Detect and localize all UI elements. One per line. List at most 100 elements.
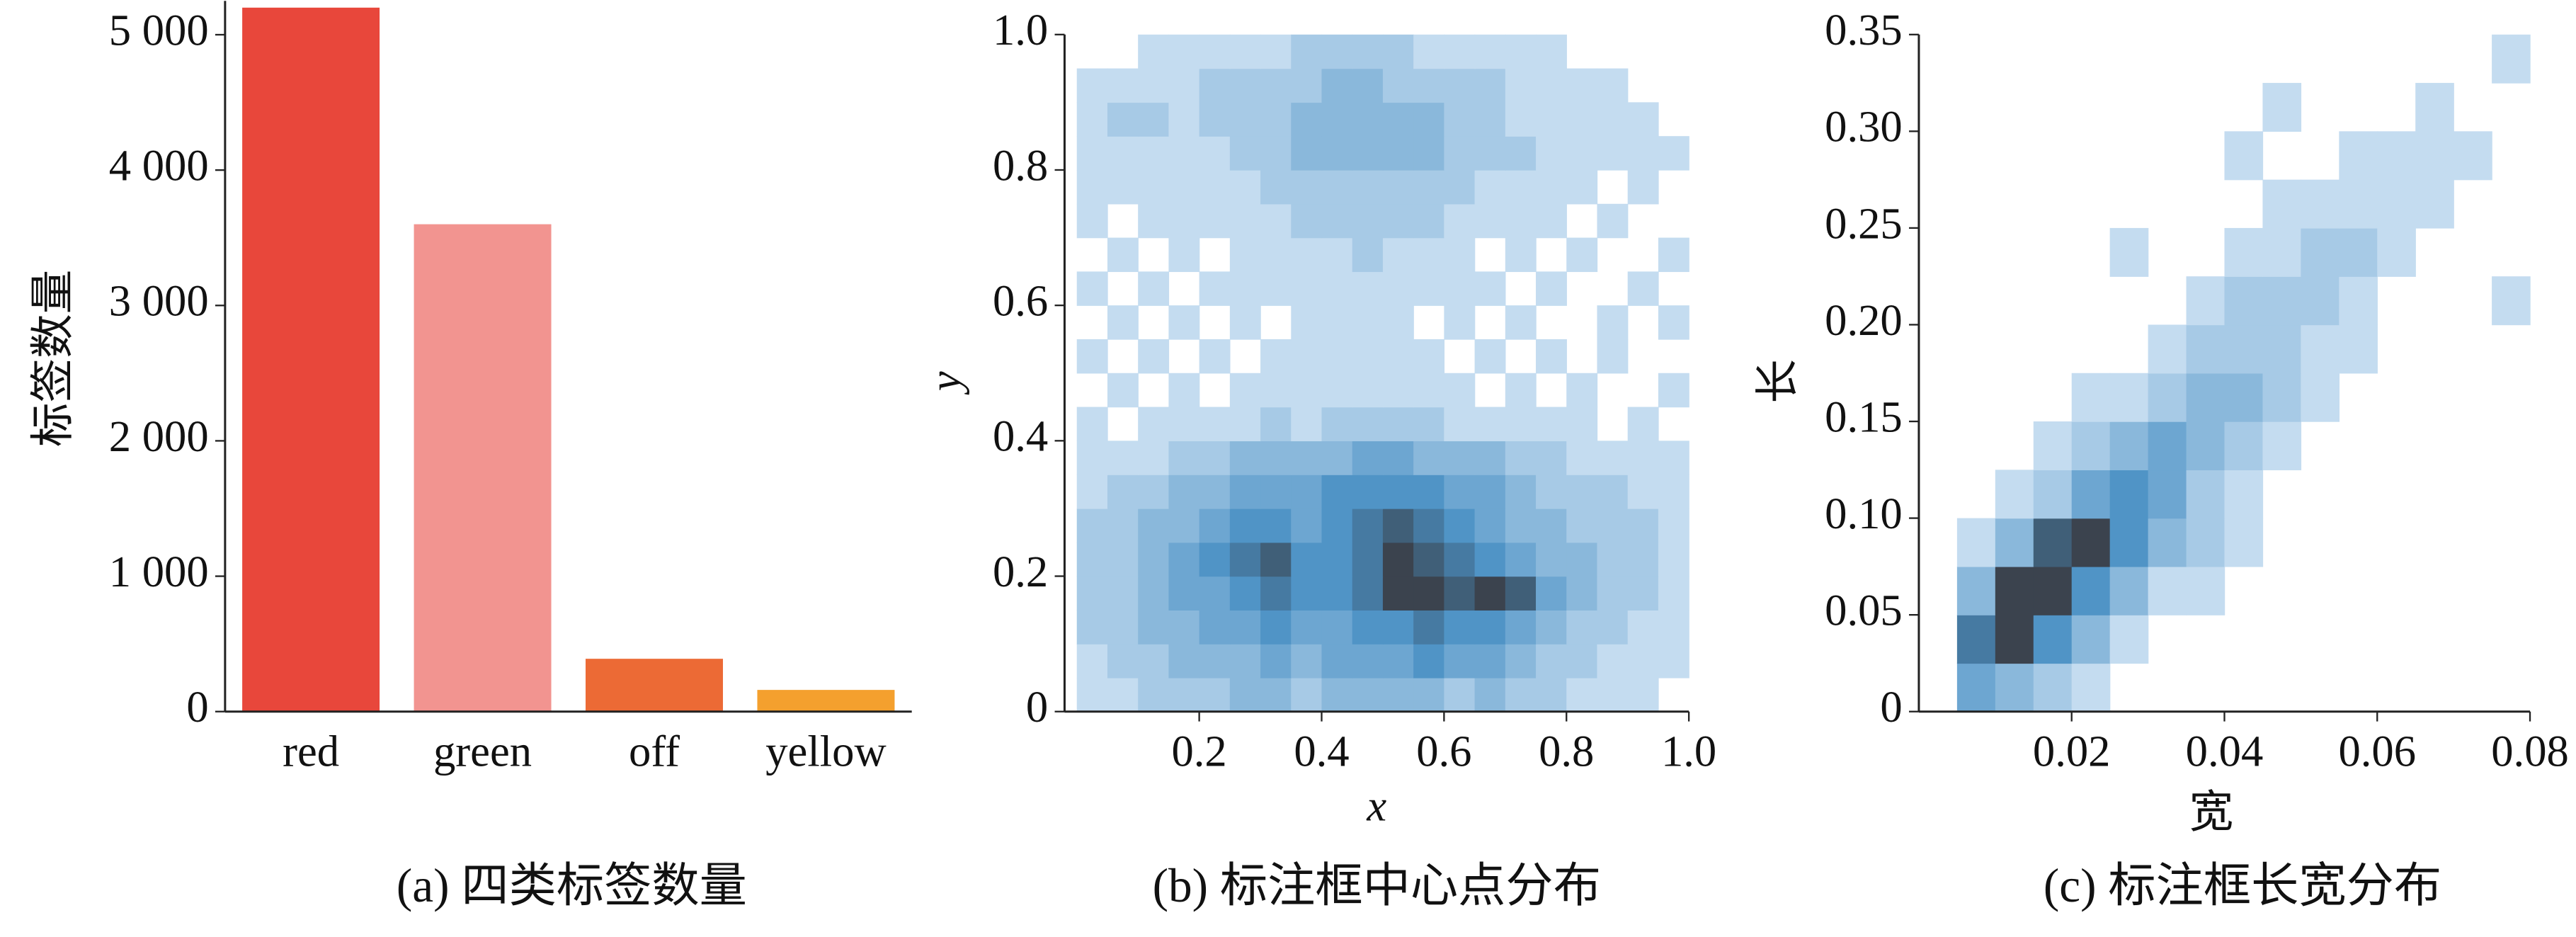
heat-cell: [2109, 227, 2149, 277]
heat-cell: [1229, 677, 1261, 712]
heat-cell: [1352, 339, 1384, 374]
heat-cell: [1076, 610, 1108, 644]
y-tick-label: 0.4: [993, 411, 1048, 461]
heat-cell: [1168, 373, 1200, 408]
heat-cell: [2262, 373, 2302, 422]
heat-cell: [2301, 373, 2340, 422]
heat-cell: [2033, 470, 2073, 519]
x-tick-label: 0.02: [2033, 727, 2111, 776]
heat-cell: [2186, 518, 2225, 567]
heat-cell: [1291, 339, 1323, 374]
heat-cell: [2109, 615, 2149, 664]
heat-cell: [1444, 508, 1476, 543]
heat-cell: [1352, 610, 1384, 644]
heat-cell: [1536, 677, 1567, 712]
heat-cell: [1413, 475, 1445, 509]
heat-cell: [1291, 237, 1323, 273]
x-tick-label: 0.8: [1539, 727, 1594, 776]
heat-cell: [1168, 169, 1200, 205]
heat-cell: [1352, 677, 1384, 712]
heat-cell: [2109, 470, 2149, 519]
heat-cell: [2415, 131, 2454, 181]
heat-cell: [2339, 324, 2378, 374]
heat-cell: [1444, 576, 1476, 611]
heat-cell: [1658, 237, 1689, 273]
heat-cell: [1321, 576, 1353, 611]
heat-cell: [1658, 644, 1689, 678]
heat-cell: [1505, 237, 1537, 273]
caption: (a) 四类标签数量: [397, 859, 747, 912]
x-tick-label: 0.2: [1171, 727, 1226, 776]
heat-cell: [1076, 169, 1108, 205]
heat-cell: [1076, 542, 1108, 577]
heat-cell: [2301, 276, 2340, 326]
heat-cell: [1536, 508, 1567, 543]
heat-cell: [1444, 305, 1476, 340]
heat-cell: [1321, 237, 1353, 273]
heat-cell: [1444, 441, 1476, 475]
heat-cell: [1658, 542, 1689, 577]
heat-cell: [1168, 542, 1200, 577]
heat-cell: [1536, 644, 1567, 678]
heat-cell: [1566, 102, 1598, 137]
heat-cell: [1536, 339, 1567, 374]
heat-cell: [2262, 421, 2302, 471]
heat-cell: [1138, 441, 1170, 475]
x-axis-label: 宽: [2189, 788, 2234, 837]
heat-cell: [1597, 203, 1629, 239]
heat-cell: [1107, 475, 1139, 509]
heat-cell: [1505, 169, 1537, 205]
heat-cell: [1260, 203, 1292, 239]
heat-cell: [1352, 237, 1384, 273]
heat-cell: [1352, 644, 1384, 678]
heat-cell: [1107, 542, 1139, 577]
heat-cell: [1658, 305, 1689, 340]
heat-cell: [1199, 169, 1231, 205]
heat-cell: [1229, 610, 1261, 644]
heat-cell: [1566, 475, 1598, 509]
heat-cell: [1413, 542, 1445, 577]
heat-cell: [1536, 610, 1567, 644]
heat-cell: [1229, 169, 1261, 205]
heat-cell: [1229, 102, 1261, 137]
heat-cell: [1505, 305, 1537, 340]
heat-cell: [1627, 677, 1659, 712]
heat-cell: [2224, 227, 2264, 277]
heat-cell: [2148, 470, 2187, 519]
heat-cell: [1321, 542, 1353, 577]
heat-cell: [1444, 542, 1476, 577]
heat-cell: [2071, 663, 2111, 712]
heat-cell: [1321, 68, 1353, 103]
heat-cell: [1107, 68, 1139, 103]
heat-cell: [2148, 324, 2187, 374]
heat-cell: [1444, 271, 1476, 306]
heat-cell: [1321, 610, 1353, 644]
heat-cell: [1199, 508, 1231, 543]
heat-cell: [1199, 610, 1231, 644]
heat-cell: [1382, 237, 1414, 273]
heat-cell: [1229, 644, 1261, 678]
heat-cell: [2492, 34, 2531, 84]
heat-cell: [1352, 169, 1384, 205]
heat-cell: [1107, 441, 1139, 475]
heat-cell: [2033, 421, 2073, 471]
heat-cell: [1199, 68, 1231, 103]
heat-cell: [2415, 179, 2454, 229]
heat-cell: [1321, 136, 1353, 171]
y-tick-label: 0.2: [993, 547, 1048, 596]
y-tick-label: 2 000: [109, 411, 209, 461]
heat-cell: [1321, 203, 1353, 239]
heat-cell: [1321, 441, 1353, 475]
heat-cell: [1505, 508, 1537, 543]
y-axis-label: 长: [1753, 359, 1803, 404]
heat-cell: [1352, 136, 1384, 171]
heat-cell: [1413, 339, 1445, 374]
heat-cell: [1382, 373, 1414, 408]
heat-cell: [1627, 542, 1659, 577]
y-tick-label: 0.10: [1825, 489, 1903, 538]
heat-cell: [1444, 644, 1476, 678]
heat-cell: [1566, 68, 1598, 103]
x-tick-label: green: [433, 727, 532, 776]
heat-cell: [1076, 271, 1108, 306]
heat-cell: [1382, 644, 1414, 678]
